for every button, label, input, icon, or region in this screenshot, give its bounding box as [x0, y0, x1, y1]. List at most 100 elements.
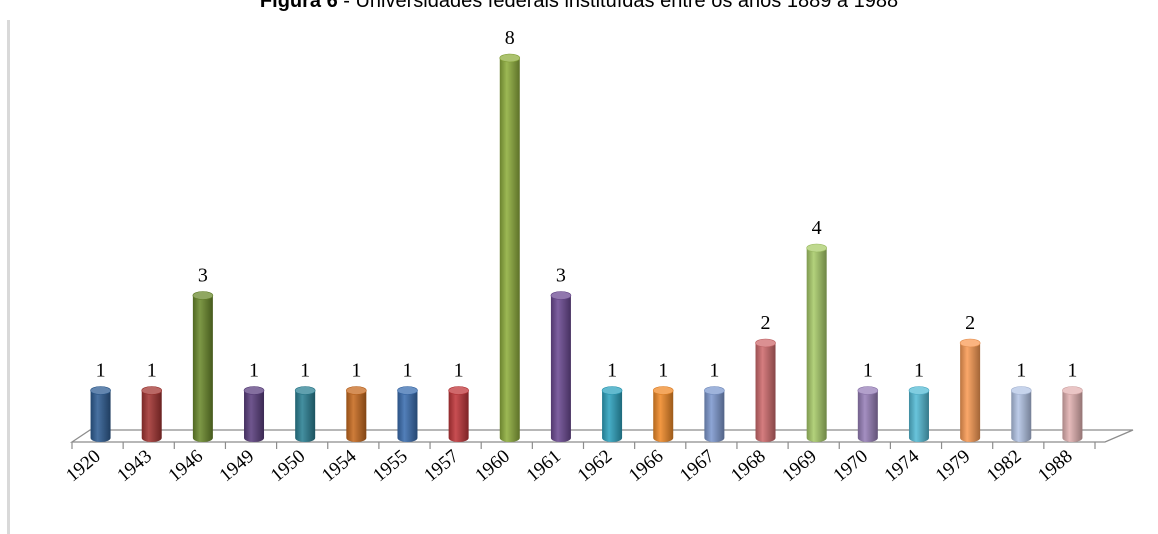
bar [141, 386, 163, 442]
data-label: 4 [812, 217, 822, 239]
bar-body [1011, 390, 1032, 442]
x-axis-ticks: 1920 1943 1946 1949 1950 1954 1955 1957 1960 1961… [62, 445, 1076, 486]
bar [755, 338, 776, 442]
x-tick-label: 1949 [216, 446, 259, 487]
bar [806, 243, 827, 442]
bar-body [90, 390, 111, 442]
data-labels: 1 1 3 1 1 1 1 1 8 3 1 1 1 2 4 1 1 2 1 1 [96, 27, 1078, 382]
bar [397, 386, 418, 442]
bar [243, 386, 265, 442]
x-tick-label: 1969 [778, 446, 821, 487]
bar-top [294, 386, 316, 395]
data-label: 1 [402, 360, 412, 382]
bar [857, 386, 879, 442]
bar-top [499, 53, 521, 63]
bar-top [652, 386, 674, 395]
chart-border [7, 20, 10, 534]
bar [1062, 386, 1083, 442]
chart-title-bold: Figura 6 [259, 0, 338, 12]
bar-top [857, 386, 879, 395]
x-tick-label: 1920 [62, 446, 105, 487]
x-tick-label: 1982 [983, 446, 1026, 487]
bar [1010, 386, 1032, 442]
bar-top [806, 243, 827, 253]
bar-body [908, 390, 929, 442]
data-label: 1 [1067, 360, 1077, 382]
bar [908, 386, 930, 442]
bar-body [857, 390, 878, 442]
bar-top [346, 386, 367, 395]
data-label: 3 [198, 265, 208, 287]
bar-body [550, 295, 571, 442]
x-tick-label: 1955 [369, 446, 412, 487]
data-label: 1 [1016, 360, 1026, 382]
bar-top [755, 338, 776, 348]
bar [192, 291, 214, 442]
bar-top [550, 291, 572, 300]
chart-title-rest: - Universidades federais instituídas ent… [337, 0, 899, 12]
bar-body [141, 390, 162, 442]
bar-top [141, 386, 163, 395]
bar-body [346, 390, 367, 442]
bar-top [192, 291, 214, 300]
bars [90, 53, 1083, 442]
bar-top [243, 386, 265, 395]
x-tick-label: 1979 [932, 446, 975, 487]
data-label: 2 [761, 312, 771, 334]
bar-top [448, 386, 469, 395]
bar [652, 386, 674, 442]
data-label: 1 [709, 360, 719, 382]
data-label: 1 [914, 360, 924, 382]
bar-body [295, 390, 316, 442]
data-label: 1 [147, 360, 157, 382]
data-label: 1 [249, 360, 259, 382]
bar-body [704, 390, 725, 442]
bar [550, 291, 572, 442]
x-tick-label: 1988 [1034, 446, 1077, 487]
data-label: 1 [454, 360, 464, 382]
x-tick-label: 1967 [676, 446, 719, 487]
bar [294, 386, 316, 442]
data-label: 1 [300, 360, 310, 382]
bar-top [959, 338, 981, 348]
bar-body [448, 390, 469, 442]
bar-top [601, 386, 623, 395]
x-tick-label: 1943 [113, 446, 156, 487]
bar [346, 386, 367, 442]
data-label: 1 [658, 360, 668, 382]
bar-top [704, 386, 725, 395]
x-tick-label: 1957 [420, 446, 463, 487]
bar-top [397, 386, 418, 395]
bar-body [397, 390, 418, 442]
bar-body [602, 390, 623, 442]
x-tick-label: 1960 [471, 446, 514, 487]
bar-body [192, 295, 213, 442]
bar [499, 53, 521, 442]
bar-top [1010, 386, 1032, 395]
bar-top [1062, 386, 1083, 395]
bar-body [499, 58, 520, 442]
bar-body [244, 390, 265, 442]
data-label: 1 [96, 360, 106, 382]
bar [448, 386, 469, 442]
x-tick-label: 1968 [727, 446, 770, 487]
data-label: 1 [863, 360, 873, 382]
x-tick-label: 1946 [164, 446, 207, 487]
x-tick-label: 1962 [574, 446, 617, 487]
bar-body [806, 248, 827, 442]
chart-title: Figura 6 - Universidades federais instit… [0, 0, 1158, 13]
x-tick-label: 1961 [523, 446, 566, 487]
bar [90, 386, 111, 442]
bar-body [755, 343, 776, 442]
bar-body [653, 390, 674, 442]
data-label: 2 [965, 312, 975, 334]
x-tick-label: 1950 [267, 446, 310, 487]
bar [704, 386, 725, 442]
bar-body [960, 343, 981, 442]
bar [601, 386, 623, 442]
data-label: 1 [607, 360, 617, 382]
data-label: 8 [505, 27, 515, 49]
x-tick-label: 1970 [829, 446, 872, 487]
